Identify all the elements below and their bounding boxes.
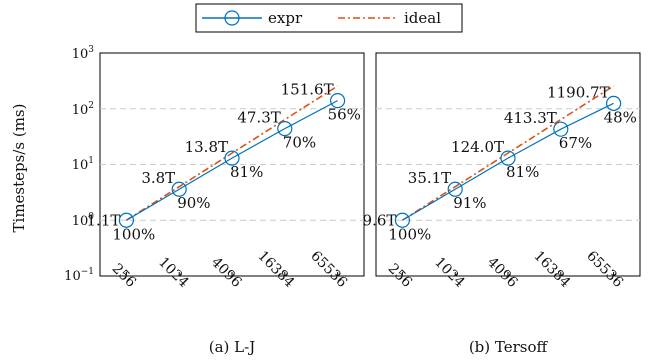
panel-lj-xtick-label: 1024 [155, 254, 192, 291]
panel-lj-efficiency-label: 81% [230, 163, 263, 181]
panel-lj-ideal-line [125, 85, 339, 221]
panel-lj-efficiency-label: 90% [177, 194, 210, 212]
panel-lj-xtick-label: 16384 [254, 248, 297, 291]
panel-tersoff-xticks: 256 1024 4096 16384 65536 [385, 248, 626, 291]
panel-tersoff-expr-point [447, 181, 463, 197]
panel-tersoff-expr-point [553, 121, 569, 137]
panel-tersoff-throughput-label: 35.1T [408, 169, 451, 187]
panel-tersoff-throughput-label: 9.6T [363, 211, 397, 229]
panel-tersoff-throughput-label: 124.0T [451, 138, 504, 156]
panel-lj-throughput-label: 1.1T [87, 211, 121, 229]
panel-lj-expr-point [171, 181, 187, 197]
panel-lj-expr-point [330, 93, 346, 109]
panel-tersoff-xtick-label: 65536 [583, 248, 626, 291]
panel-tersoff-ideal-series [401, 85, 615, 221]
y-axis-label: Timesteps/s (ms) [10, 104, 28, 233]
panel-tersoff-efficiency-label: 91% [453, 194, 486, 212]
panel-lj-expr-point [277, 121, 293, 137]
legend-ideal-label: ideal [404, 9, 441, 27]
panel-tersoff-expr-line [402, 102, 614, 221]
panel-tersoff-expr-point [394, 212, 410, 228]
panel-lj-throughput-label: 151.6T [281, 81, 334, 99]
panel-tersoff-efficiency-label: 100% [388, 225, 431, 243]
panel-tersoff-xtick-label: 16384 [530, 248, 573, 291]
panel-lj-xtick-label: 4096 [208, 254, 245, 291]
panel-lj-efficiency-label: 70% [283, 134, 316, 152]
panel-lj-grid [100, 108, 364, 221]
ytick-label-10: 101 [72, 156, 94, 173]
panel-lj-xtick-label: 256 [109, 261, 139, 291]
panel-lj-expr-point [118, 212, 135, 228]
panel-lj-efficiency-label: 100% [112, 225, 155, 243]
panel-tersoff-throughput-label: 413.3T [504, 109, 557, 127]
panel-lj-efficiency-label: 56% [328, 106, 361, 124]
panel-lj: 103 102 101 100 10−1 256 1024 4096 16384 655… [64, 45, 365, 356]
panel-tersoff-expr-point [500, 150, 516, 166]
panel-lj-xticks: 256 1024 4096 16384 65536 [109, 248, 350, 291]
legend: expr ideal [195, 3, 463, 33]
panel-lj-expr-line [126, 100, 338, 221]
panel-lj-expr-series [118, 93, 346, 228]
legend-expr-marker [224, 10, 240, 26]
panel-tersoff-throughput-label: 1190.7T [547, 83, 610, 101]
ytick-label-1000: 103 [72, 45, 95, 62]
panel-tersoff-grid [376, 108, 640, 221]
panel-tersoff-expr-point [605, 95, 622, 111]
panel-lj-caption: (a) L-J [209, 338, 255, 356]
panel-tersoff-xtick-label: 256 [385, 261, 415, 291]
panel-tersoff-ideal-line [401, 85, 615, 221]
panel-tersoff-efficiency-label: 81% [506, 163, 539, 181]
ytick-label-100: 102 [72, 101, 94, 118]
panel-lj-throughput-label: 13.8T [185, 138, 228, 156]
panel-lj-xtick-label: 65536 [307, 248, 350, 291]
panel-lj-throughput-label: 3.8T [141, 169, 175, 187]
panel-tersoff-xtick-label: 4096 [484, 254, 521, 291]
ytick-label-0.1: 10−1 [64, 267, 94, 284]
panel-lj-throughput-label: 47.3T [237, 109, 280, 127]
panel-lj-yticks: 103 102 101 100 10−1 [64, 45, 94, 284]
legend-expr-label: expr [268, 9, 303, 27]
panel-tersoff-efficiency-label: 67% [559, 134, 592, 152]
panel-lj-expr-point [224, 150, 240, 166]
panel-tersoff-expr-series [394, 95, 622, 228]
panel-tersoff-efficiency-label: 48% [604, 108, 637, 126]
panel-tersoff-caption: (b) Tersoff [469, 338, 549, 356]
panel-lj-ideal-series [125, 85, 339, 221]
panel-tersoff-xtick-label: 1024 [431, 254, 468, 291]
